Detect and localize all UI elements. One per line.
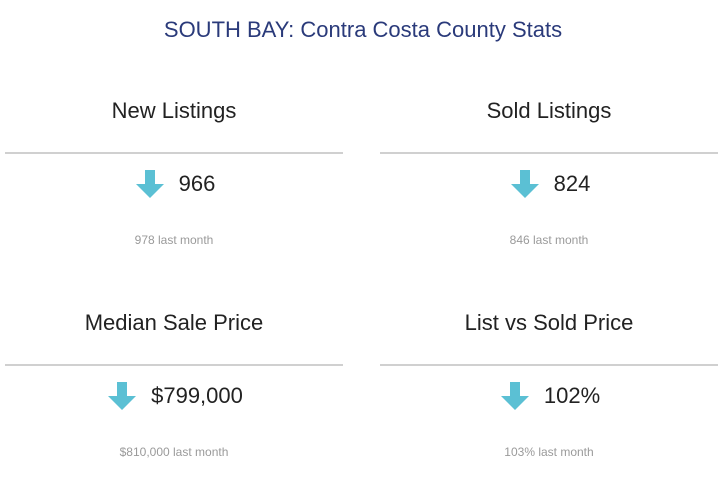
divider	[380, 152, 718, 154]
arrow-down-icon	[498, 380, 532, 412]
arrow-down-icon	[508, 168, 542, 200]
divider	[380, 364, 718, 366]
stat-value-row: 824	[380, 167, 718, 201]
stat-card-median-sale-price: Median Sale Price $799,000 $810,000 last…	[5, 309, 343, 459]
stat-value-row: 966	[5, 167, 343, 201]
stat-heading: New Listings	[111, 98, 237, 123]
arrow-down-icon	[105, 380, 139, 412]
stat-value: 102%	[543, 383, 601, 408]
arrow-down-icon	[133, 168, 167, 200]
stat-value: 824	[553, 171, 591, 196]
stat-previous-month: 978 last month	[134, 233, 214, 247]
stat-previous-month: 103% last month	[504, 445, 594, 459]
stat-value-row: $799,000	[5, 379, 343, 413]
stat-card-sold-listings: Sold Listings 824 846 last month	[380, 97, 718, 247]
stat-value-row: 102%	[380, 379, 718, 413]
stat-card-new-listings: New Listings 966 978 last month	[5, 97, 343, 247]
stat-heading: Sold Listings	[486, 98, 612, 123]
divider	[5, 152, 343, 154]
stat-value: $799,000	[151, 383, 243, 408]
stat-heading: List vs Sold Price	[464, 310, 634, 335]
stat-heading: Median Sale Price	[84, 310, 264, 335]
page-title: SOUTH BAY: Contra Costa County Stats	[163, 17, 563, 42]
stat-card-list-vs-sold-price: List vs Sold Price 102% 103% last month	[380, 309, 718, 459]
stat-value: 966	[178, 171, 216, 196]
divider	[5, 364, 343, 366]
stat-previous-month: $810,000 last month	[119, 445, 229, 459]
stat-previous-month: 846 last month	[509, 233, 589, 247]
